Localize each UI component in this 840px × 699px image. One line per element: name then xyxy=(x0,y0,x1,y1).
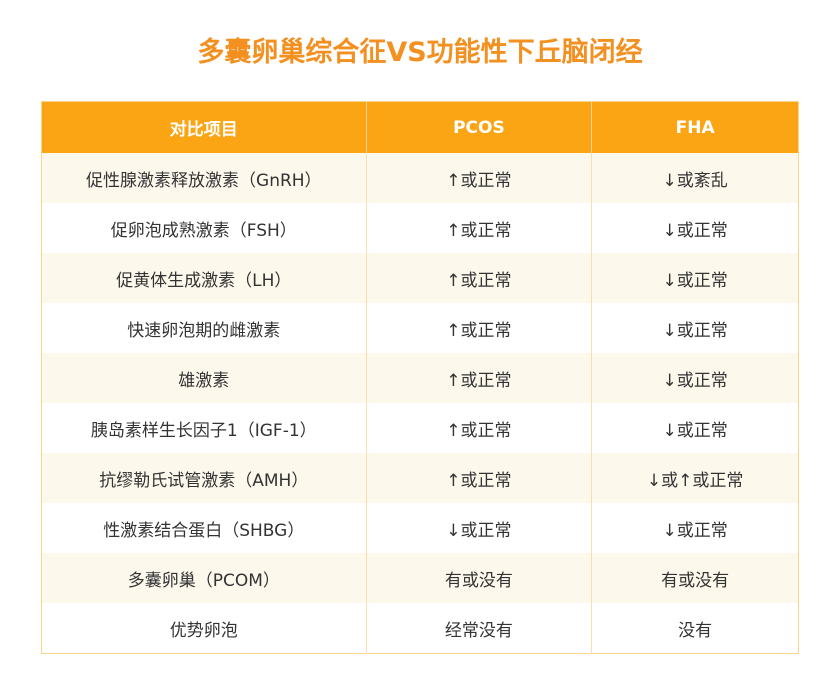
table-row: 促黄体生成激素（LH） ↑或正常 ↓或正常 xyxy=(41,253,799,303)
page-title: 多囊卵巢综合征VS功能性下丘脑闭经 xyxy=(197,37,643,68)
table-row: 优势卵泡 经常没有 没有 xyxy=(41,603,799,654)
fha-cell: ↓或正常 xyxy=(591,503,799,553)
pcos-cell: ↑或正常 xyxy=(365,353,592,403)
column-header-fha: FHA xyxy=(591,101,799,153)
item-cell: 雄激素 xyxy=(41,353,367,403)
item-cell: 促黄体生成激素（LH） xyxy=(41,253,367,303)
table-row: 促卵泡成熟激素（FSH） ↑或正常 ↓或正常 xyxy=(41,203,799,253)
pcos-cell: ↑或正常 xyxy=(365,453,592,503)
fha-cell: ↓或正常 xyxy=(591,303,799,353)
pcos-cell: ↑或正常 xyxy=(365,253,592,303)
column-header-pcos: PCOS xyxy=(365,101,592,153)
table-row: 胰岛素样生长因子1（IGF-1） ↑或正常 ↓或正常 xyxy=(41,403,799,453)
table-header-row: 对比项目 PCOS FHA xyxy=(41,101,799,153)
pcos-cell: ↑或正常 xyxy=(365,403,592,453)
table-row: 性激素结合蛋白（SHBG） ↓或正常 ↓或正常 xyxy=(41,503,799,553)
fha-cell: 有或没有 xyxy=(591,553,799,603)
fha-cell: ↓或紊乱 xyxy=(591,153,799,203)
fha-cell: ↓或正常 xyxy=(591,253,799,303)
fha-cell: 没有 xyxy=(591,603,799,654)
pcos-cell: ↓或正常 xyxy=(365,503,592,553)
table-row: 多囊卵巢（PCOM） 有或没有 有或没有 xyxy=(41,553,799,603)
table-row: 快速卵泡期的雌激素 ↑或正常 ↓或正常 xyxy=(41,303,799,353)
item-cell: 优势卵泡 xyxy=(41,603,367,654)
comparison-table: 对比项目 PCOS FHA 促性腺激素释放激素（GnRH） ↑或正常 ↓或紊乱 促卵泡… xyxy=(41,101,799,654)
fha-cell: ↓或正常 xyxy=(591,203,799,253)
table-row: 促性腺激素释放激素（GnRH） ↑或正常 ↓或紊乱 xyxy=(41,153,799,203)
fha-cell: ↓或正常 xyxy=(591,353,799,403)
item-cell: 促卵泡成熟激素（FSH） xyxy=(41,203,367,253)
item-cell: 促性腺激素释放激素（GnRH） xyxy=(41,153,367,203)
item-cell: 胰岛素样生长因子1（IGF-1） xyxy=(41,403,367,453)
fha-cell: ↓或↑或正常 xyxy=(591,453,799,503)
item-cell: 快速卵泡期的雌激素 xyxy=(41,303,367,353)
item-cell: 抗缪勒氏试管激素（AMH） xyxy=(41,453,367,503)
pcos-cell: ↑或正常 xyxy=(365,153,592,203)
table-row: 雄激素 ↑或正常 ↓或正常 xyxy=(41,353,799,403)
pcos-cell: ↑或正常 xyxy=(365,303,592,353)
pcos-cell: ↑或正常 xyxy=(365,203,592,253)
item-cell: 性激素结合蛋白（SHBG） xyxy=(41,503,367,553)
pcos-cell: 有或没有 xyxy=(365,553,592,603)
fha-cell: ↓或正常 xyxy=(591,403,799,453)
column-header-item: 对比项目 xyxy=(41,101,367,153)
item-cell: 多囊卵巢（PCOM） xyxy=(41,553,367,603)
table-row: 抗缪勒氏试管激素（AMH） ↑或正常 ↓或↑或正常 xyxy=(41,453,799,503)
pcos-cell: 经常没有 xyxy=(365,603,592,654)
